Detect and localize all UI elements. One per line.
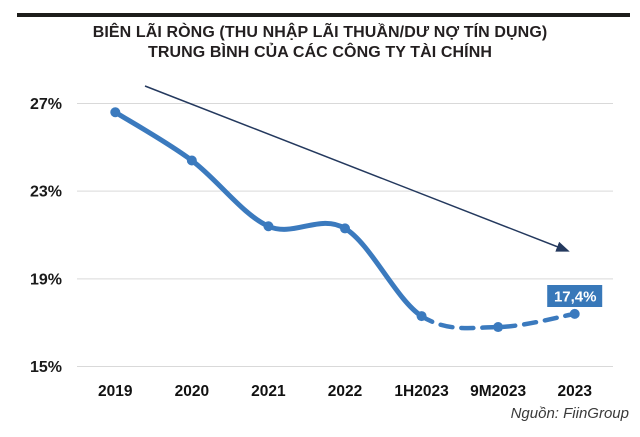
- x-axis-label: 9M2023: [470, 383, 526, 400]
- chart-title: BIÊN LÃI RÒNG (THU NHẬP LÃI THUẦN/DƯ NỢ …: [0, 23, 640, 63]
- chart-title-line-2: TRUNG BÌNH CỦA CÁC CÔNG TY TÀI CHÍNH: [147, 44, 493, 61]
- x-axis-label: 2021: [251, 383, 286, 400]
- top-divider-rule: [17, 13, 630, 17]
- data-label-value: 17,4%: [554, 289, 597, 306]
- data-point: [340, 223, 350, 234]
- y-axis-tick-label: 23%: [30, 184, 62, 201]
- data-point: [416, 311, 427, 322]
- data-point: [263, 221, 274, 232]
- x-axis-label: 1H2023: [394, 383, 449, 400]
- downward-trend-arrow: [144, 85, 570, 252]
- y-axis-tick-label: 15%: [30, 359, 62, 376]
- y-axis-tick-label: 19%: [30, 271, 62, 288]
- y-axis-tick-label: 27%: [30, 96, 62, 113]
- data-label-box: [547, 285, 603, 307]
- nim-line-solid: [112, 109, 425, 319]
- x-axis-label: 2022: [328, 383, 362, 400]
- chart-title-line-1: BIÊN LÃI RÒNG (THU NHẬP LÃI THUẦN/DƯ NỢ …: [92, 24, 548, 41]
- x-axis-label: 2023: [557, 383, 592, 400]
- source-attribution: Nguồn: FiinGroup: [510, 405, 629, 422]
- data-point: [493, 322, 504, 333]
- nim-line-dashed-forecast: [419, 311, 577, 331]
- x-axis-label: 2020: [175, 383, 209, 400]
- x-axis-label: 2019: [98, 383, 133, 400]
- data-point: [569, 308, 580, 319]
- data-point: [186, 155, 197, 166]
- data-point: [110, 107, 121, 118]
